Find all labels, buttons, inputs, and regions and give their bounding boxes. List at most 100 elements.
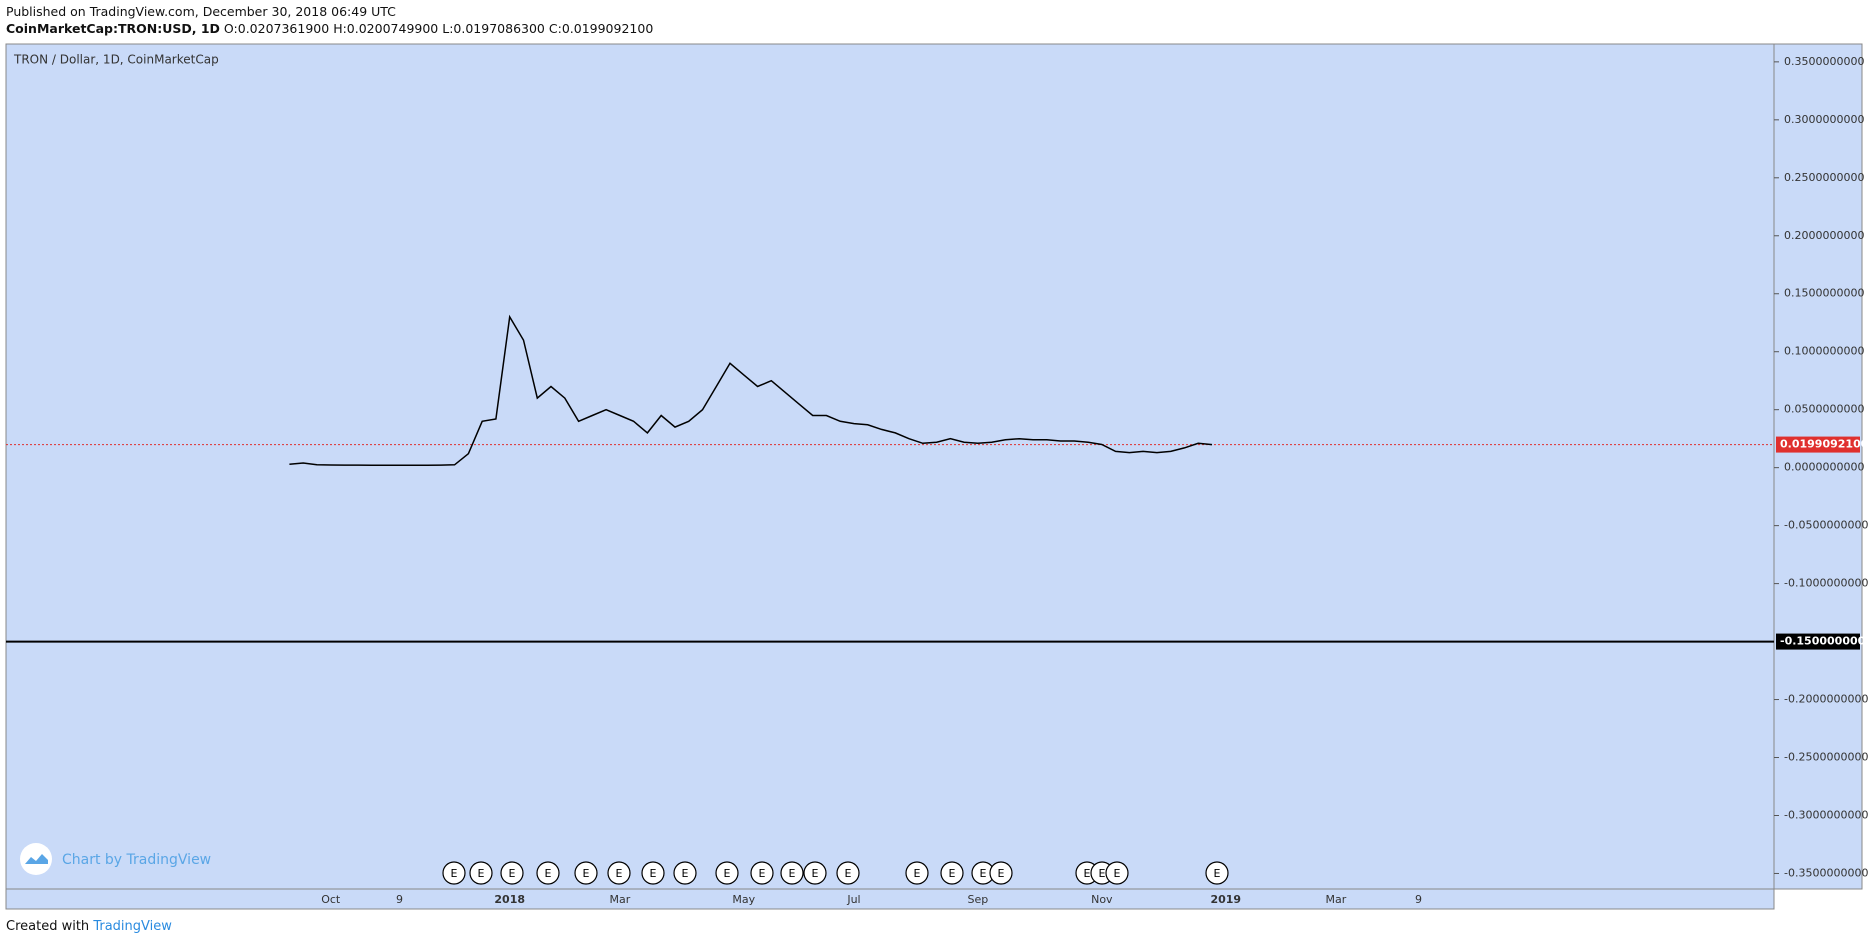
- y-tick-label: 0.2500000000: [1784, 171, 1864, 184]
- footer: Created with TradingView: [6, 919, 172, 934]
- x-tick-label: Jul: [846, 893, 860, 906]
- x-tick-label: Mar: [609, 893, 630, 906]
- event-marker: E: [469, 861, 493, 885]
- event-circle: [442, 861, 466, 885]
- event-circle: [641, 861, 665, 885]
- y-tick-label: -0.1000000000: [1784, 577, 1868, 590]
- event-marker: E: [607, 861, 631, 885]
- event-circle: [905, 861, 929, 885]
- x-tick-label: Nov: [1091, 893, 1113, 906]
- x-tick-label: 2019: [1210, 893, 1241, 906]
- time-scale: [5, 888, 1775, 910]
- event-label: E: [812, 867, 819, 880]
- event-label: E: [682, 867, 689, 880]
- y-tick-label: 0.1000000000: [1784, 345, 1864, 358]
- footer-brand[interactable]: TradingView: [93, 919, 172, 934]
- event-marker: E: [905, 861, 929, 885]
- ohlc-high: H:0.0200749900: [333, 21, 439, 36]
- event-marker: E: [780, 861, 804, 885]
- x-tick-label: Oct: [321, 893, 341, 906]
- event-label: E: [759, 867, 766, 880]
- event-marker: E: [500, 861, 524, 885]
- event-circle: [940, 861, 964, 885]
- event-circle: [715, 861, 739, 885]
- x-tick-label: Mar: [1326, 893, 1347, 906]
- event-marker: E: [442, 861, 466, 885]
- event-marker: E: [536, 861, 560, 885]
- event-circle: [469, 861, 493, 885]
- event-marker: E: [1105, 861, 1129, 885]
- watermark-icon: [25, 854, 48, 864]
- event-marker: E: [750, 861, 774, 885]
- y-tick-label: -0.3000000000: [1784, 808, 1868, 821]
- event-label: E: [1114, 867, 1121, 880]
- watermark-group: Chart by TradingView: [20, 843, 211, 875]
- watermark: Chart by TradingView: [62, 852, 211, 868]
- y-tick-label: 0.0000000000: [1784, 461, 1864, 474]
- y-tick-label: 0.1500000000: [1784, 287, 1864, 300]
- ohlc-open: O:0.0207361900: [223, 21, 330, 36]
- event-label: E: [845, 867, 852, 880]
- event-circle: [500, 861, 524, 885]
- event-label: E: [616, 867, 623, 880]
- horizontal-line-label: -0.1500000000: [1780, 635, 1868, 648]
- event-label: E: [1214, 867, 1221, 880]
- x-tick-label: Sep: [968, 893, 989, 906]
- event-circle: [1105, 861, 1129, 885]
- event-circle: [780, 861, 804, 885]
- event-circle: [803, 861, 827, 885]
- y-tick-label: -0.0500000000: [1784, 519, 1868, 532]
- event-marker: E: [715, 861, 739, 885]
- y-tick-label: 0.3500000000: [1784, 55, 1864, 68]
- event-circle: [1205, 861, 1229, 885]
- x-tick-label: 2018: [494, 893, 525, 906]
- event-label: E: [914, 867, 921, 880]
- ohlc-close: C:0.0199092100: [548, 21, 654, 36]
- price-series: [289, 314, 1213, 467]
- event-label: E: [980, 867, 987, 880]
- horizontal-line-tag: [1776, 633, 1860, 650]
- published-line: Published on TradingView.com, December 3…: [6, 4, 396, 19]
- y-tick-label: 0.2000000000: [1784, 229, 1864, 242]
- event-label: E: [509, 867, 516, 880]
- event-marker: E: [641, 861, 665, 885]
- event-label: E: [789, 867, 796, 880]
- x-tick-label: May: [732, 893, 755, 906]
- y-tick-label: -0.2500000000: [1784, 751, 1868, 764]
- watermark-logo: [20, 843, 52, 875]
- event-circle: [607, 861, 631, 885]
- event-marker: E: [1205, 861, 1229, 885]
- event-label: E: [724, 867, 731, 880]
- event-marker: E: [673, 861, 697, 885]
- ohlc-low: L:0.0197086300: [442, 21, 545, 36]
- event-label: E: [1084, 867, 1091, 880]
- price-scale: [1773, 43, 1863, 890]
- event-circle: [574, 861, 598, 885]
- event-marker: E: [989, 861, 1013, 885]
- y-tick-label: 0.3000000000: [1784, 113, 1864, 126]
- price-tag: [1776, 436, 1860, 453]
- event-label: E: [478, 867, 485, 880]
- x-tick-label: 9: [396, 893, 403, 906]
- event-label: E: [949, 867, 956, 880]
- event-label: E: [583, 867, 590, 880]
- legend: TRON / Dollar, 1D, CoinMarketCap: [13, 53, 219, 67]
- event-circle: [836, 861, 860, 885]
- event-label: E: [1099, 867, 1106, 880]
- y-tick-label: -0.3500000000: [1784, 866, 1868, 879]
- event-label: E: [545, 867, 552, 880]
- y-tick-label: -0.2000000000: [1784, 693, 1868, 706]
- plot-area: [5, 43, 1775, 890]
- event-circle: [750, 861, 774, 885]
- event-label: E: [650, 867, 657, 880]
- event-circle: [989, 861, 1013, 885]
- event-marker: E: [574, 861, 598, 885]
- event-marker: E: [836, 861, 860, 885]
- event-label: E: [998, 867, 1005, 880]
- event-circle: [536, 861, 560, 885]
- event-circle: [673, 861, 697, 885]
- event-marker: E: [803, 861, 827, 885]
- event-label: E: [451, 867, 458, 880]
